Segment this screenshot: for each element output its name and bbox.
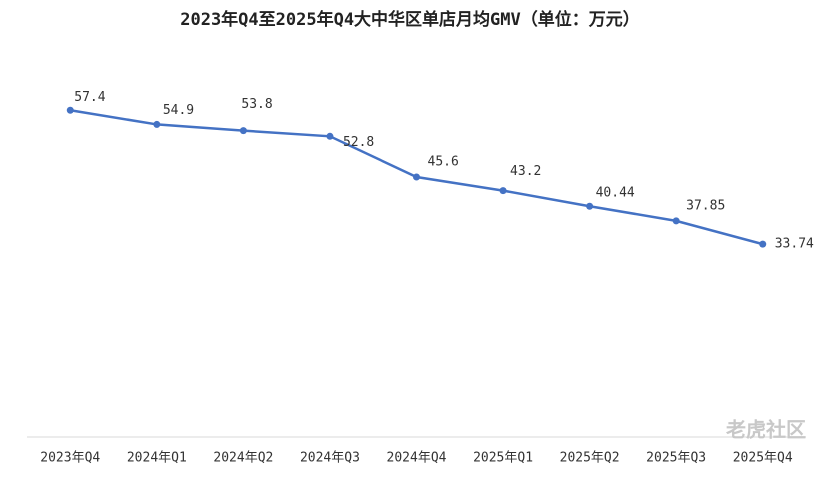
- point: [153, 120, 161, 128]
- x-tick-label: 2025年Q3: [646, 451, 706, 466]
- data-label: 33.74: [775, 237, 814, 252]
- x-tick-label: 2025年Q4: [733, 451, 793, 466]
- point: [326, 132, 334, 140]
- data-label: 45.6: [428, 155, 459, 170]
- watermark: 老虎社区: [726, 418, 806, 442]
- x-tick-label: 2024年Q4: [387, 451, 447, 466]
- x-tick-label: 2025年Q1: [473, 451, 533, 466]
- point: [239, 127, 247, 135]
- point: [499, 187, 507, 195]
- point: [586, 202, 594, 210]
- x-tick-label: 2023年Q4: [40, 451, 100, 466]
- data-label: 43.2: [510, 164, 541, 179]
- x-tick-label: 2024年Q2: [213, 451, 273, 466]
- point: [759, 240, 767, 248]
- data-label: 52.8: [343, 135, 374, 150]
- data-label: 54.9: [163, 103, 194, 118]
- x-tick-label: 2024年Q3: [300, 451, 360, 466]
- data-label: 57.4: [74, 90, 105, 105]
- data-label: 40.44: [596, 186, 635, 201]
- point: [66, 106, 74, 114]
- chart-title: 2023年Q4至2025年Q4大中华区单店月均GMV（单位：万元）: [180, 9, 640, 30]
- point: [413, 173, 420, 181]
- data-label: 37.85: [686, 198, 725, 213]
- data-label: 53.8: [241, 97, 272, 112]
- point: [672, 217, 680, 225]
- x-tick-label: 2025年Q2: [560, 451, 620, 466]
- x-tick-label: 2024年Q1: [127, 451, 187, 466]
